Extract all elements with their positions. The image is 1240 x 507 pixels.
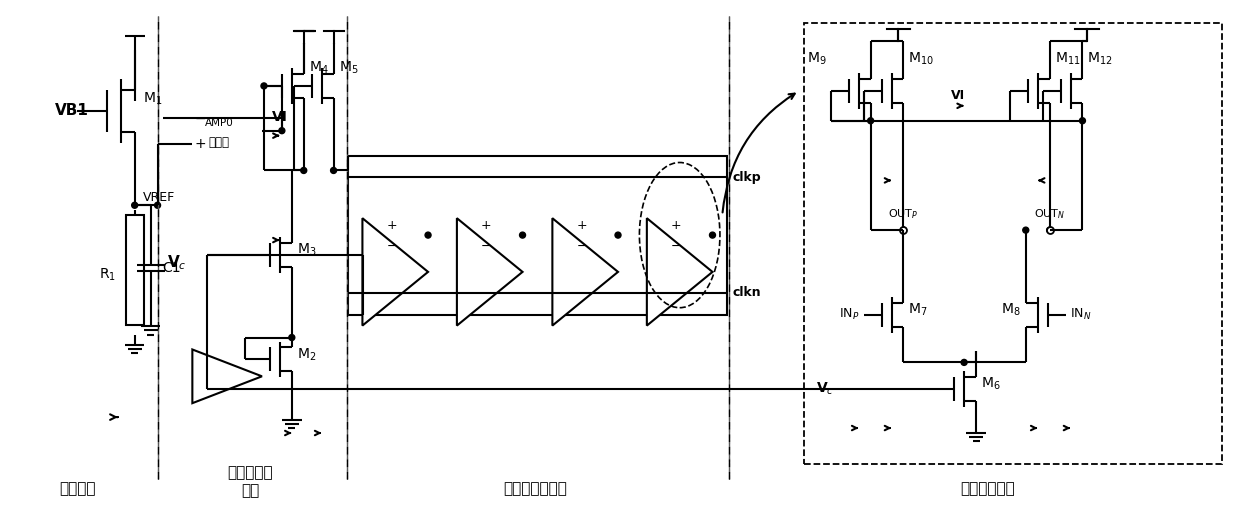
Circle shape [301, 167, 306, 173]
Circle shape [900, 227, 906, 233]
Text: $-$: $-$ [670, 239, 681, 251]
Text: $+$: $+$ [195, 136, 206, 151]
Text: M$_1$: M$_1$ [143, 91, 162, 107]
Text: VI: VI [272, 110, 288, 124]
Text: M$_{12}$: M$_{12}$ [1087, 51, 1114, 67]
Circle shape [331, 167, 336, 173]
Circle shape [1047, 227, 1053, 233]
Text: $-$: $-$ [575, 239, 587, 251]
Text: $+$: $+$ [670, 219, 681, 232]
Circle shape [131, 202, 138, 208]
Text: 差分延迟单元: 差分延迟单元 [961, 481, 1016, 496]
Text: clkp: clkp [733, 171, 761, 184]
Text: OUT$_N$: OUT$_N$ [1034, 207, 1065, 221]
Text: M$_{11}$: M$_{11}$ [1054, 51, 1080, 67]
Bar [125, 215, 144, 324]
Circle shape [615, 232, 621, 238]
Text: V$_c$: V$_c$ [167, 254, 187, 272]
Circle shape [279, 128, 285, 134]
Text: $-$: $-$ [480, 239, 491, 251]
Polygon shape [362, 218, 428, 325]
Text: AMP0: AMP0 [205, 118, 233, 128]
Text: 放大器: 放大器 [208, 136, 229, 149]
Text: V$_c$: V$_c$ [816, 381, 835, 397]
Circle shape [868, 118, 874, 124]
Circle shape [1023, 227, 1029, 233]
Text: M$_8$: M$_8$ [1001, 302, 1021, 318]
Text: 偏置电路: 偏置电路 [60, 481, 97, 496]
Text: M$_2$: M$_2$ [296, 346, 316, 363]
Text: M$_7$: M$_7$ [909, 302, 928, 318]
Text: $-$: $-$ [195, 111, 206, 125]
Circle shape [520, 232, 526, 238]
Text: M$_3$: M$_3$ [296, 242, 316, 258]
Circle shape [900, 227, 906, 233]
Circle shape [425, 232, 432, 238]
Text: M$_5$: M$_5$ [339, 60, 358, 76]
Text: $+$: $+$ [575, 219, 587, 232]
Circle shape [1080, 118, 1085, 124]
Text: M$_6$: M$_6$ [981, 376, 1001, 392]
Text: $+$: $+$ [480, 219, 491, 232]
Polygon shape [456, 218, 522, 325]
Circle shape [961, 359, 967, 366]
Text: IN$_P$: IN$_P$ [839, 307, 859, 322]
Bar [804, 23, 1221, 464]
Text: $-$: $-$ [386, 239, 397, 251]
Circle shape [289, 335, 295, 341]
Text: M$_4$: M$_4$ [309, 60, 329, 76]
Text: IN$_N$: IN$_N$ [1070, 307, 1091, 322]
Polygon shape [552, 218, 618, 325]
Text: $+$: $+$ [386, 219, 397, 232]
Text: M$_{10}$: M$_{10}$ [909, 51, 934, 67]
Bar [348, 156, 728, 315]
Text: R$_1$: R$_1$ [99, 267, 115, 283]
Text: VB1: VB1 [55, 103, 89, 118]
Text: M$_9$: M$_9$ [807, 51, 827, 67]
Text: C1: C1 [162, 261, 181, 275]
Polygon shape [647, 218, 713, 325]
Circle shape [709, 232, 715, 238]
Circle shape [155, 202, 160, 208]
Text: 振荡器核心单元: 振荡器核心单元 [503, 481, 568, 496]
Text: VREF: VREF [143, 191, 175, 204]
Text: clkn: clkn [733, 286, 761, 299]
Text: VI: VI [951, 89, 965, 102]
Text: OUT$_P$: OUT$_P$ [888, 207, 919, 221]
Polygon shape [192, 349, 262, 403]
Circle shape [260, 83, 267, 89]
Text: 半复制延迟
单元: 半复制延迟 单元 [227, 465, 273, 498]
